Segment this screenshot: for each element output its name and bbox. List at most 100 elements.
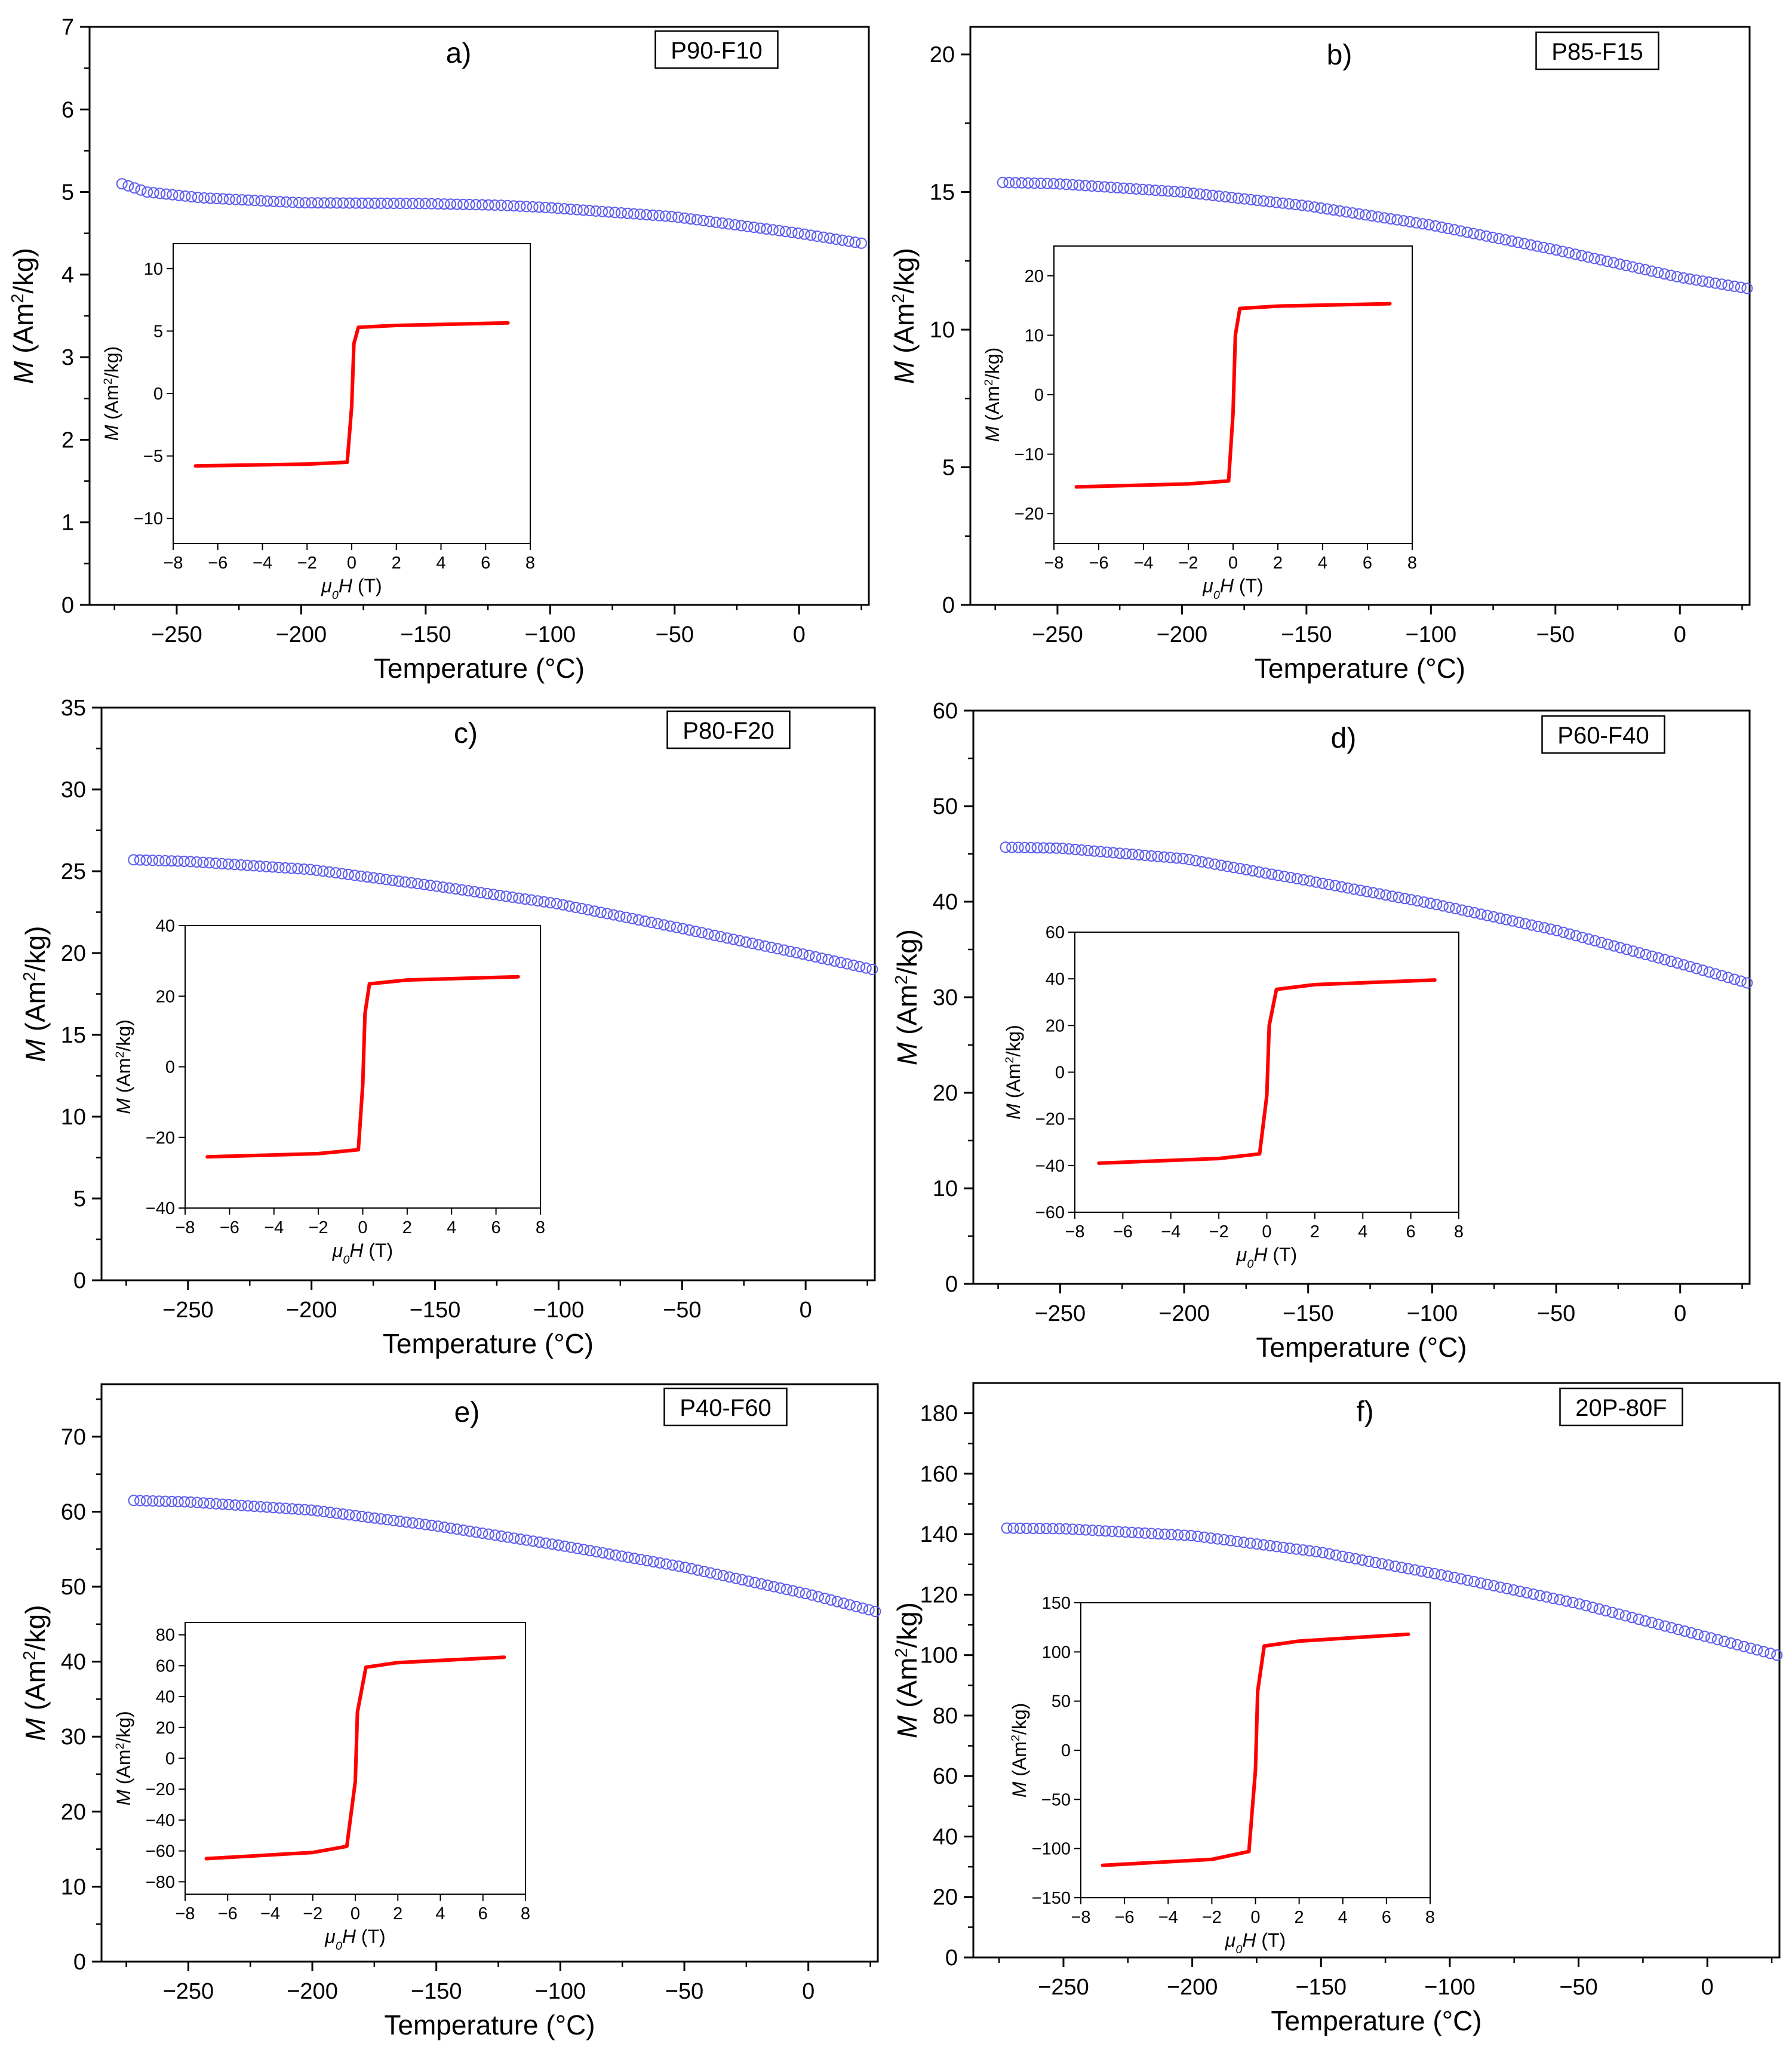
data-point — [1525, 239, 1537, 251]
data-point — [1741, 977, 1753, 989]
data-point — [1334, 205, 1346, 217]
hysteresis-curve — [193, 321, 510, 468]
inset-x-tick-label: 4 — [1358, 1222, 1367, 1241]
data-point — [1244, 1537, 1256, 1549]
data-point — [1152, 1528, 1164, 1540]
x-tick-label: −100 — [525, 622, 576, 647]
sample-tag-box — [654, 30, 779, 69]
data-point — [855, 237, 867, 249]
data-point — [375, 1513, 387, 1525]
data-point — [230, 193, 242, 205]
data-point — [349, 869, 361, 881]
data-point — [633, 914, 645, 926]
x-tick-label: −100 — [1424, 1975, 1476, 2000]
data-point — [1678, 959, 1690, 971]
y-tick-label: 40 — [933, 890, 958, 915]
data-point — [710, 216, 722, 228]
data-point — [539, 201, 551, 213]
data-point — [1099, 1525, 1111, 1537]
y-tick-label: 60 — [933, 1764, 958, 1789]
inset-x-tick-label: 0 — [358, 1218, 367, 1237]
data-point — [1120, 848, 1132, 860]
data-point — [1468, 1576, 1480, 1588]
data-point — [797, 948, 809, 960]
data-point — [1519, 238, 1530, 250]
data-point — [1360, 209, 1372, 221]
data-point — [1430, 220, 1441, 232]
data-point — [1044, 842, 1056, 854]
data-point — [1402, 1563, 1414, 1575]
data-point — [761, 223, 773, 235]
data-point — [1317, 1547, 1329, 1559]
x-tick-label: −50 — [656, 622, 694, 647]
data-point — [1551, 924, 1563, 936]
data-point — [1350, 1553, 1361, 1565]
inset-y-tick-label: −50 — [1041, 1790, 1071, 1809]
data-point — [400, 198, 412, 210]
data-point — [806, 1589, 818, 1601]
data-point — [582, 904, 594, 916]
data-point — [470, 1526, 482, 1538]
inset-y-tick-label: 150 — [1042, 1594, 1071, 1613]
data-point — [191, 856, 203, 868]
data-point — [766, 942, 777, 954]
inset-x-tick-label: 4 — [447, 1218, 456, 1237]
panel-label: b) — [1327, 39, 1353, 71]
data-point — [1538, 922, 1550, 934]
data-point — [280, 1502, 292, 1514]
y-tick-label: 5 — [73, 1187, 86, 1212]
data-point — [1418, 896, 1430, 908]
data-point — [1494, 912, 1506, 924]
sample-tag-box — [1535, 31, 1659, 70]
inset-x-tick-label: 8 — [1425, 1908, 1435, 1927]
data-point — [1152, 850, 1164, 862]
data-point — [1321, 203, 1333, 215]
x-tick-label: −150 — [1281, 622, 1332, 647]
data-point — [1665, 269, 1677, 281]
y-tick-label: 60 — [61, 1499, 86, 1525]
data-point — [1119, 1526, 1131, 1538]
inset-y-tick-label: −20 — [146, 1129, 175, 1148]
y-tick-label: 6 — [62, 97, 74, 122]
inset-x-tick-label: −2 — [1202, 1908, 1222, 1927]
inset-x-tick-label: 4 — [1338, 1908, 1348, 1927]
data-point — [1690, 963, 1702, 975]
data-point — [755, 1578, 767, 1590]
data-point — [1380, 889, 1392, 901]
data-point — [1527, 1588, 1539, 1600]
data-point — [463, 199, 475, 211]
data-point — [508, 200, 520, 212]
data-point — [1738, 1640, 1750, 1652]
data-point — [702, 928, 714, 940]
data-point — [749, 1576, 761, 1588]
y-tick-label: 20 — [930, 42, 955, 67]
data-point — [653, 210, 665, 222]
data-point — [1166, 1529, 1178, 1541]
data-point — [1382, 1559, 1394, 1571]
x-tick-label: −150 — [1283, 1301, 1334, 1326]
data-point — [445, 198, 457, 210]
data-point — [1329, 880, 1341, 892]
data-point — [280, 196, 292, 208]
data-point — [494, 889, 506, 901]
data-point — [482, 199, 494, 211]
data-point — [450, 883, 462, 895]
data-point — [394, 1516, 406, 1528]
data-point — [854, 961, 866, 973]
data-point — [746, 938, 758, 949]
data-point — [825, 1594, 837, 1606]
data-point — [1063, 843, 1075, 855]
data-point — [1442, 1570, 1454, 1582]
data-point — [730, 1572, 742, 1584]
data-point — [779, 226, 791, 238]
y-tick-label: 0 — [73, 1950, 86, 1975]
sample-tag-text: 20P-80F — [1575, 1395, 1667, 1421]
inset-x-tick-label: −2 — [297, 554, 317, 573]
data-point — [844, 1599, 856, 1611]
data-point — [1437, 900, 1449, 912]
data-point — [1034, 1523, 1046, 1535]
inset-y-axis-label: M (Am2/kg) — [1003, 1025, 1024, 1120]
data-point — [841, 958, 853, 970]
x-tick-label: −200 — [1167, 1975, 1218, 2000]
y-tick-label: 10 — [61, 1874, 86, 1900]
